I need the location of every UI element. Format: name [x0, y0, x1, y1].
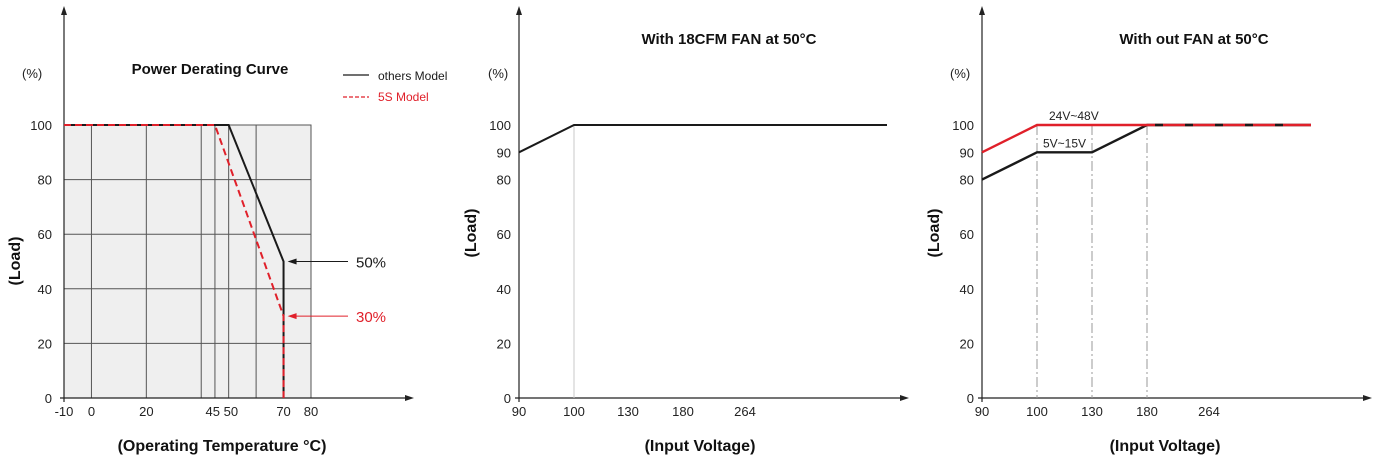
series-line-load [518, 124, 887, 154]
gridlines [63, 124, 312, 399]
y-tick-label: 100 [952, 118, 974, 133]
chart-without-fan: With out FAN at 50°C (%) (Load) (Input V… [926, 6, 1372, 455]
annotation-arrow-head [287, 313, 297, 320]
y-axis-arrow [516, 6, 522, 15]
x-tick-label: 50 [224, 404, 238, 419]
x-tick-label: 180 [672, 404, 694, 419]
y-axis-arrow [61, 6, 67, 15]
y-unit-label: (%) [950, 66, 970, 81]
chart-title: Power Derating Curve [132, 61, 289, 78]
x-tick-label: 0 [88, 404, 95, 419]
y-axis-arrow [979, 6, 985, 15]
annotation-50-percent: 50% [356, 255, 386, 272]
y-tick-label: 100 [489, 118, 511, 133]
plot-background [63, 124, 312, 399]
y-unit-label: (%) [22, 66, 42, 81]
annotation-arrow-head [287, 258, 297, 265]
chart-power-derating: Power Derating Curve (%) (Load) (Operati… [7, 6, 447, 455]
y-tick-label: 90 [960, 145, 974, 160]
x-tick-label: 130 [1081, 404, 1103, 419]
x-tick-label: 180 [1136, 404, 1158, 419]
x-axis-title: (Input Voltage) [1110, 438, 1221, 455]
y-tick-label: 0 [45, 391, 52, 406]
y-tick-label: 40 [497, 282, 511, 297]
x-tick-label: 90 [512, 404, 526, 419]
x-tick-label: 264 [1198, 404, 1220, 419]
y-tick-label: 60 [38, 227, 52, 242]
y-tick-label: 20 [960, 336, 974, 351]
x-tick-label: 100 [1026, 404, 1048, 419]
y-tick-label: 80 [960, 173, 974, 188]
y-tick-label: 20 [497, 336, 511, 351]
x-axis-arrow [900, 395, 909, 401]
x-tick-label: 130 [617, 404, 639, 419]
y-tick-label: 80 [38, 173, 52, 188]
y-tick-label: 60 [497, 227, 511, 242]
series-label-24v-48v: 24V~48V [1049, 109, 1099, 123]
y-tick-label: 40 [38, 282, 52, 297]
y-tick-label: 90 [497, 145, 511, 160]
chart-with-fan: With 18CFM FAN at 50°C (%) (Load) (Input… [463, 6, 909, 455]
y-tick-label: 0 [967, 391, 974, 406]
y-axis-title: (Load) [926, 209, 943, 258]
x-tick-label: 264 [734, 404, 756, 419]
x-tick-label: 45 [205, 404, 219, 419]
x-tick-label: -10 [55, 404, 74, 419]
x-tick-label: 80 [304, 404, 318, 419]
x-axis-arrow [405, 395, 414, 401]
x-tick-label: 100 [563, 404, 585, 419]
y-axis-title: (Load) [7, 237, 24, 286]
y-tick-label: 40 [960, 282, 974, 297]
x-tick-label: 20 [139, 404, 153, 419]
x-tick-label: 70 [276, 404, 290, 419]
legend-label-others-model: others Model [378, 69, 447, 83]
chart-title: With 18CFM FAN at 50°C [641, 31, 816, 48]
y-tick-label: 60 [960, 227, 974, 242]
x-axis-arrow [1363, 395, 1372, 401]
legend-label-5s-model: 5S Model [378, 90, 429, 104]
y-tick-label: 0 [504, 391, 511, 406]
y-tick-label: 20 [38, 336, 52, 351]
chart-title: With out FAN at 50°C [1119, 31, 1268, 48]
annotation-30-percent: 30% [356, 309, 386, 326]
x-tick-label: 90 [975, 404, 989, 419]
y-axis-title: (Load) [463, 209, 480, 258]
x-axis-title: (Operating Temperature °C) [118, 438, 327, 455]
y-unit-label: (%) [488, 66, 508, 81]
x-axis-title: (Input Voltage) [645, 438, 756, 455]
series-label-5v-15v: 5V~15V [1043, 136, 1086, 150]
y-tick-label: 80 [497, 173, 511, 188]
y-tick-label: 100 [30, 118, 52, 133]
